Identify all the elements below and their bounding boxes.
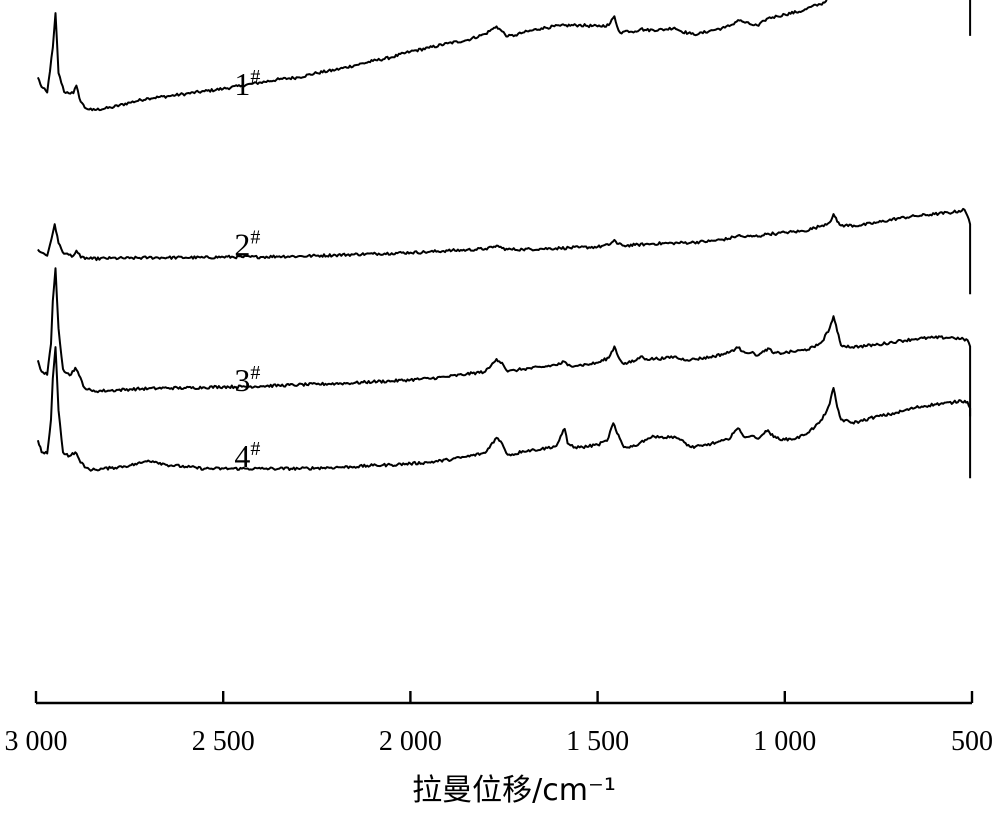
series-label-1: 1#: [234, 66, 260, 102]
series-label-4: 4#: [234, 438, 260, 474]
series-label-number: 3: [234, 362, 250, 398]
x-tick-label-500: 500: [951, 726, 993, 757]
series-line-3: [36, 267, 972, 417]
x-tick-label-2500: 2 500: [192, 726, 255, 757]
series-line-2: [37, 207, 972, 295]
x-tick-label-2000: 2 000: [379, 726, 442, 757]
series-label-number: 2: [234, 227, 250, 263]
series-layer: [36, 0, 972, 479]
series-label-superscript: #: [250, 362, 260, 384]
series-label-superscript: #: [250, 66, 260, 88]
x-tick-label-3000: 3 000: [5, 726, 68, 757]
x-axis-title: 拉曼位移/cm⁻¹: [412, 773, 616, 808]
series-label-2: 2#: [234, 227, 260, 263]
series-line-1: [36, 0, 972, 112]
series-label-number: 1: [234, 66, 250, 102]
series-line-4: [36, 346, 972, 479]
x-axis-ticks: 3 000 2 500 2 000 1 500 1 000 500: [5, 691, 993, 757]
series-label-3: 3#: [234, 362, 260, 398]
x-tick-label-1000: 1 000: [753, 726, 816, 757]
series-label-superscript: #: [250, 438, 260, 460]
series-label-layer: 1#2#3#4#: [234, 66, 260, 474]
series-label-number: 4: [234, 438, 250, 474]
x-tick-label-1500: 1 500: [566, 726, 629, 757]
series-label-superscript: #: [250, 227, 260, 249]
